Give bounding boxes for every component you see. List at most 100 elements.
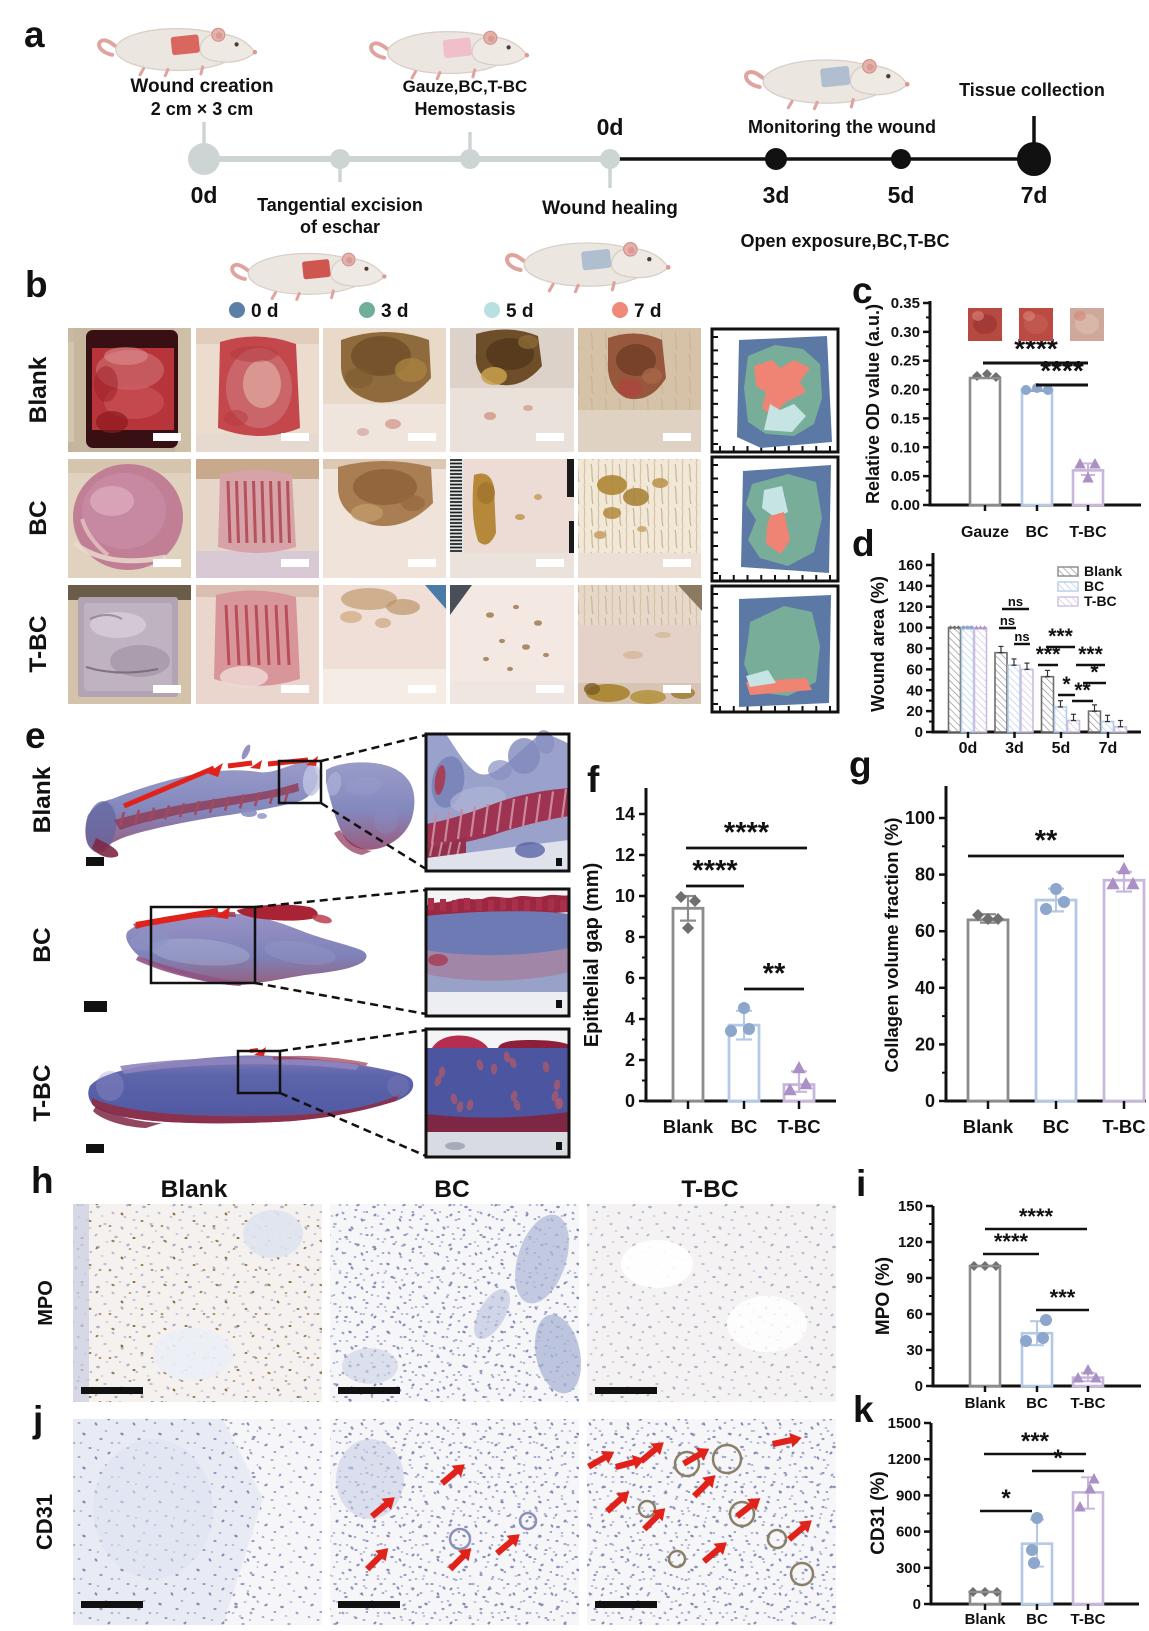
svg-text:****: ****	[1040, 355, 1084, 386]
svg-text:0: 0	[925, 1091, 935, 1111]
svg-text:***: ***	[1050, 1285, 1076, 1310]
svg-text:MPO (%): MPO (%)	[873, 1257, 894, 1335]
svg-text:*: *	[1090, 661, 1099, 684]
svg-text:5d: 5d	[888, 182, 915, 208]
svg-text:3d: 3d	[763, 182, 790, 208]
svg-text:c: c	[852, 270, 873, 311]
svg-text:T-BC: T-BC	[1071, 1395, 1106, 1412]
svg-text:0.35: 0.35	[891, 295, 920, 312]
svg-text:2 cm × 3 cm: 2 cm × 3 cm	[151, 99, 254, 119]
svg-text:CD31: CD31	[32, 1494, 57, 1550]
svg-text:Blank: Blank	[1084, 563, 1122, 579]
svg-text:MPO: MPO	[35, 1280, 57, 1326]
svg-text:e: e	[25, 715, 46, 756]
svg-text:*: *	[1053, 1445, 1063, 1472]
svg-text:****: ****	[994, 1229, 1029, 1254]
svg-text:BC: BC	[1026, 1611, 1048, 1628]
svg-text:Wound area (%): Wound area (%)	[868, 576, 888, 712]
svg-text:BC: BC	[1025, 524, 1049, 541]
svg-text:140: 140	[898, 578, 923, 595]
svg-text:7d: 7d	[1099, 740, 1118, 757]
svg-text:7 d: 7 d	[634, 301, 661, 322]
svg-text:Blank: Blank	[965, 1395, 1007, 1412]
svg-text:Blank: Blank	[25, 356, 52, 423]
svg-text:BC: BC	[434, 1176, 470, 1203]
svg-text:0: 0	[915, 1378, 923, 1395]
svg-text:2: 2	[625, 1050, 635, 1070]
svg-text:Epithelial gap (mm): Epithelial gap (mm)	[581, 863, 603, 1047]
svg-text:a: a	[24, 14, 45, 55]
svg-text:ns: ns	[1008, 594, 1023, 609]
svg-text:5 d: 5 d	[506, 301, 533, 322]
svg-text:0.25: 0.25	[891, 353, 920, 370]
svg-text:*: *	[1062, 673, 1071, 696]
svg-text:BC: BC	[25, 500, 52, 536]
svg-text:4: 4	[625, 1009, 635, 1029]
svg-text:k: k	[853, 1389, 874, 1430]
svg-text:**: **	[1035, 825, 1058, 857]
svg-text:Blank: Blank	[161, 1176, 228, 1203]
svg-text:80: 80	[906, 641, 923, 658]
svg-text:10: 10	[615, 886, 635, 906]
svg-text:***: ***	[1078, 643, 1103, 666]
svg-text:BC: BC	[1043, 1116, 1070, 1137]
svg-text:0.10: 0.10	[891, 439, 920, 456]
svg-text:g: g	[849, 744, 872, 785]
svg-text:Hemostasis: Hemostasis	[414, 99, 515, 119]
svg-text:ns: ns	[1014, 629, 1029, 644]
svg-text:14: 14	[615, 804, 635, 824]
svg-text:BC: BC	[731, 1116, 758, 1137]
svg-text:Tissue collection: Tissue collection	[959, 80, 1105, 100]
svg-text:T-BC: T-BC	[1071, 1611, 1106, 1628]
svg-text:12: 12	[615, 845, 635, 865]
svg-text:0 d: 0 d	[251, 301, 278, 322]
svg-text:CD31 (%): CD31 (%)	[868, 1471, 889, 1554]
svg-text:of eschar: of eschar	[300, 217, 380, 237]
svg-text:****: ****	[724, 817, 770, 849]
svg-text:Open exposure,BC,T-BC: Open exposure,BC,T-BC	[740, 231, 949, 251]
svg-text:BC: BC	[1026, 1395, 1048, 1412]
svg-text:Blank: Blank	[965, 1611, 1007, 1628]
svg-text:Monitoring the wound: Monitoring the wound	[748, 117, 936, 137]
svg-text:***: ***	[1036, 643, 1061, 666]
svg-text:3 d: 3 d	[381, 301, 408, 322]
svg-text:0d: 0d	[959, 740, 978, 757]
svg-text:5d: 5d	[1052, 740, 1071, 757]
svg-text:0: 0	[915, 724, 923, 741]
svg-text:0d: 0d	[191, 182, 218, 208]
svg-text:20: 20	[915, 1034, 935, 1054]
svg-text:80: 80	[915, 865, 935, 885]
svg-text:6: 6	[625, 968, 635, 988]
svg-text:40: 40	[906, 682, 923, 699]
svg-text:T-BC: T-BC	[1102, 1116, 1145, 1137]
svg-text:Blank: Blank	[663, 1116, 714, 1137]
svg-text:Gauze,BC,T-BC: Gauze,BC,T-BC	[403, 77, 528, 96]
svg-text:60: 60	[906, 1306, 923, 1323]
svg-text:120: 120	[898, 599, 923, 616]
svg-text:Wound healing: Wound healing	[542, 198, 678, 219]
svg-text:T-BC: T-BC	[681, 1176, 738, 1203]
svg-text:60: 60	[906, 661, 923, 678]
svg-text:*: *	[1001, 1485, 1011, 1512]
svg-text:150: 150	[898, 1198, 923, 1215]
svg-text:900: 900	[896, 1487, 921, 1504]
svg-text:1500: 1500	[888, 1415, 921, 1432]
svg-text:T-BC: T-BC	[29, 1064, 56, 1121]
svg-text:**: **	[1074, 679, 1091, 702]
svg-text:0.00: 0.00	[891, 497, 920, 514]
svg-text:***: ***	[1048, 625, 1073, 648]
svg-text:600: 600	[896, 1524, 921, 1541]
svg-text:h: h	[31, 1160, 54, 1201]
svg-text:0: 0	[913, 1596, 921, 1613]
svg-text:****: ****	[1019, 1204, 1054, 1229]
svg-text:BC: BC	[29, 927, 56, 963]
svg-text:Tangential excision: Tangential excision	[257, 195, 423, 215]
svg-text:100: 100	[905, 808, 935, 828]
svg-text:ns: ns	[1000, 613, 1015, 628]
svg-text:Blank: Blank	[963, 1116, 1014, 1137]
svg-text:0: 0	[625, 1091, 635, 1111]
svg-text:f: f	[587, 759, 600, 800]
svg-text:0d: 0d	[597, 114, 624, 140]
svg-text:0.15: 0.15	[891, 410, 920, 427]
svg-text:BC: BC	[1084, 578, 1104, 594]
